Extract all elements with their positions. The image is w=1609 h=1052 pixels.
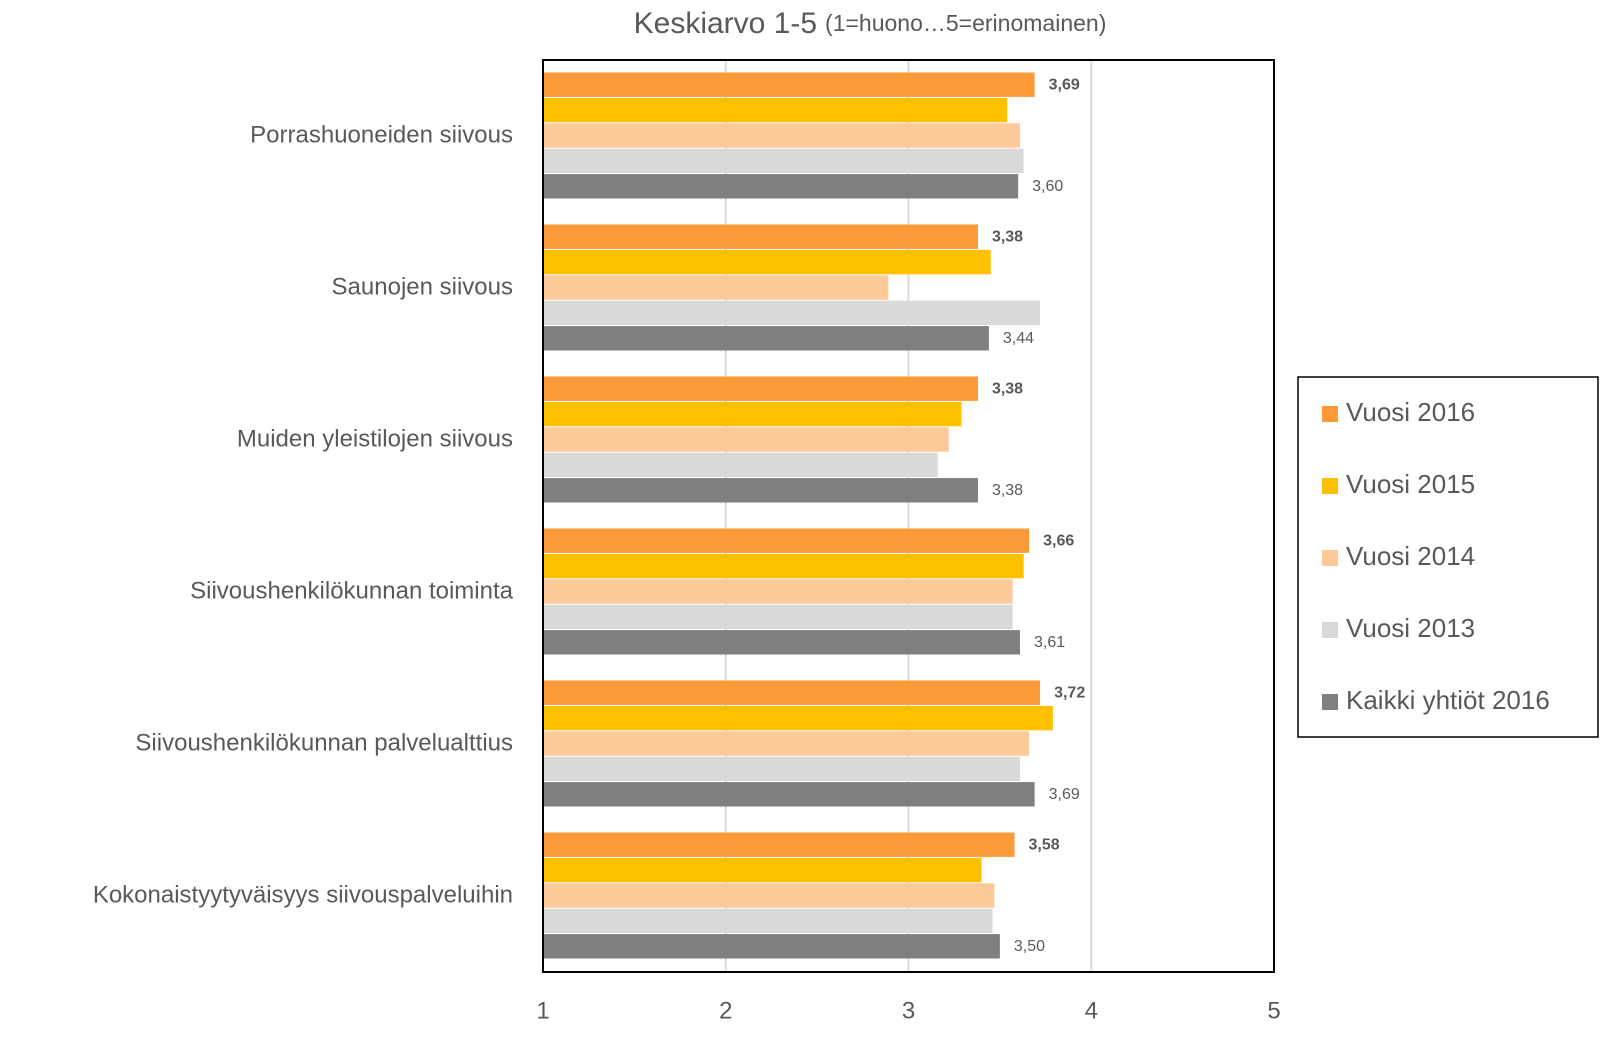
bar [543,756,1020,782]
legend-swatch [1322,694,1338,710]
bar [543,97,1008,123]
bar [543,376,978,401]
legend-swatch [1322,406,1338,422]
bar [543,427,949,452]
legend-box [1297,376,1599,738]
bar [543,326,989,351]
bar [543,680,1041,705]
bar [543,300,1041,326]
subtitle: (1=huono…5=erinomainen) [825,10,1106,36]
value-label: 3,58 [1028,836,1059,853]
value-label: 3,44 [1003,330,1034,347]
x-tick-label: 1 [536,997,549,1024]
bar [543,148,1024,174]
bar [543,782,1035,807]
bar [543,832,1015,857]
x-tick-label: 5 [1267,997,1280,1024]
x-tick-label: 2 [719,997,732,1024]
bar [543,630,1020,655]
legend-label: Kaikki yhtiöt 2016 [1346,685,1550,715]
value-label: 3,60 [1032,178,1063,195]
x-tick-label: 4 [1085,997,1098,1024]
legend-label: Vuosi 2015 [1346,469,1475,499]
legend-swatch [1322,550,1338,566]
bar [543,123,1020,148]
legend-label: Vuosi 2016 [1346,397,1475,427]
x-tick-label: 3 [902,997,915,1024]
bar [543,553,1024,579]
legend-swatch [1322,478,1338,494]
plot-frame [542,59,1275,973]
category-label: Siivoushenkilökunnan palvelualttius [135,729,513,756]
category-label: Saunojen siivous [332,273,513,300]
value-label: 3,61 [1034,634,1065,651]
bar [543,72,1035,97]
legend-label: Vuosi 2013 [1346,613,1475,643]
category-label: Kokonaistyytyväisyys siivouspalveluihin [93,881,513,908]
title: Keskiarvo 1-5 [634,7,817,40]
legend-swatch [1322,622,1338,638]
value-label: 3,72 [1054,684,1085,701]
bar [543,249,991,275]
value-label: 3,38 [992,380,1023,397]
category-label: Porrashuoneiden siivous [250,121,513,148]
value-label: 3,66 [1043,532,1074,549]
bar [543,908,993,934]
bar [543,857,982,883]
bar [543,579,1013,604]
bar [543,452,938,478]
value-label: 3,38 [992,228,1023,245]
value-label: 3,38 [992,482,1023,499]
bar [543,934,1000,959]
category-label: Siivoushenkilökunnan toiminta [190,577,514,604]
bar [543,224,978,249]
legend-label: Vuosi 2014 [1346,541,1475,571]
category-label: Muiden yleistilojen siivous [237,425,513,452]
bar [543,478,978,503]
value-label: 3,69 [1049,76,1080,93]
bar [543,705,1053,731]
bar [543,731,1030,756]
bar [543,604,1013,630]
bar [543,528,1030,553]
bar [543,401,962,427]
value-label: 3,50 [1014,938,1045,955]
value-label: 3,69 [1049,786,1080,803]
bar [543,883,995,908]
bar [543,275,889,300]
bar [543,174,1019,199]
chart-title: Keskiarvo 1-5 (1=huono…5=erinomainen) [634,7,1107,40]
